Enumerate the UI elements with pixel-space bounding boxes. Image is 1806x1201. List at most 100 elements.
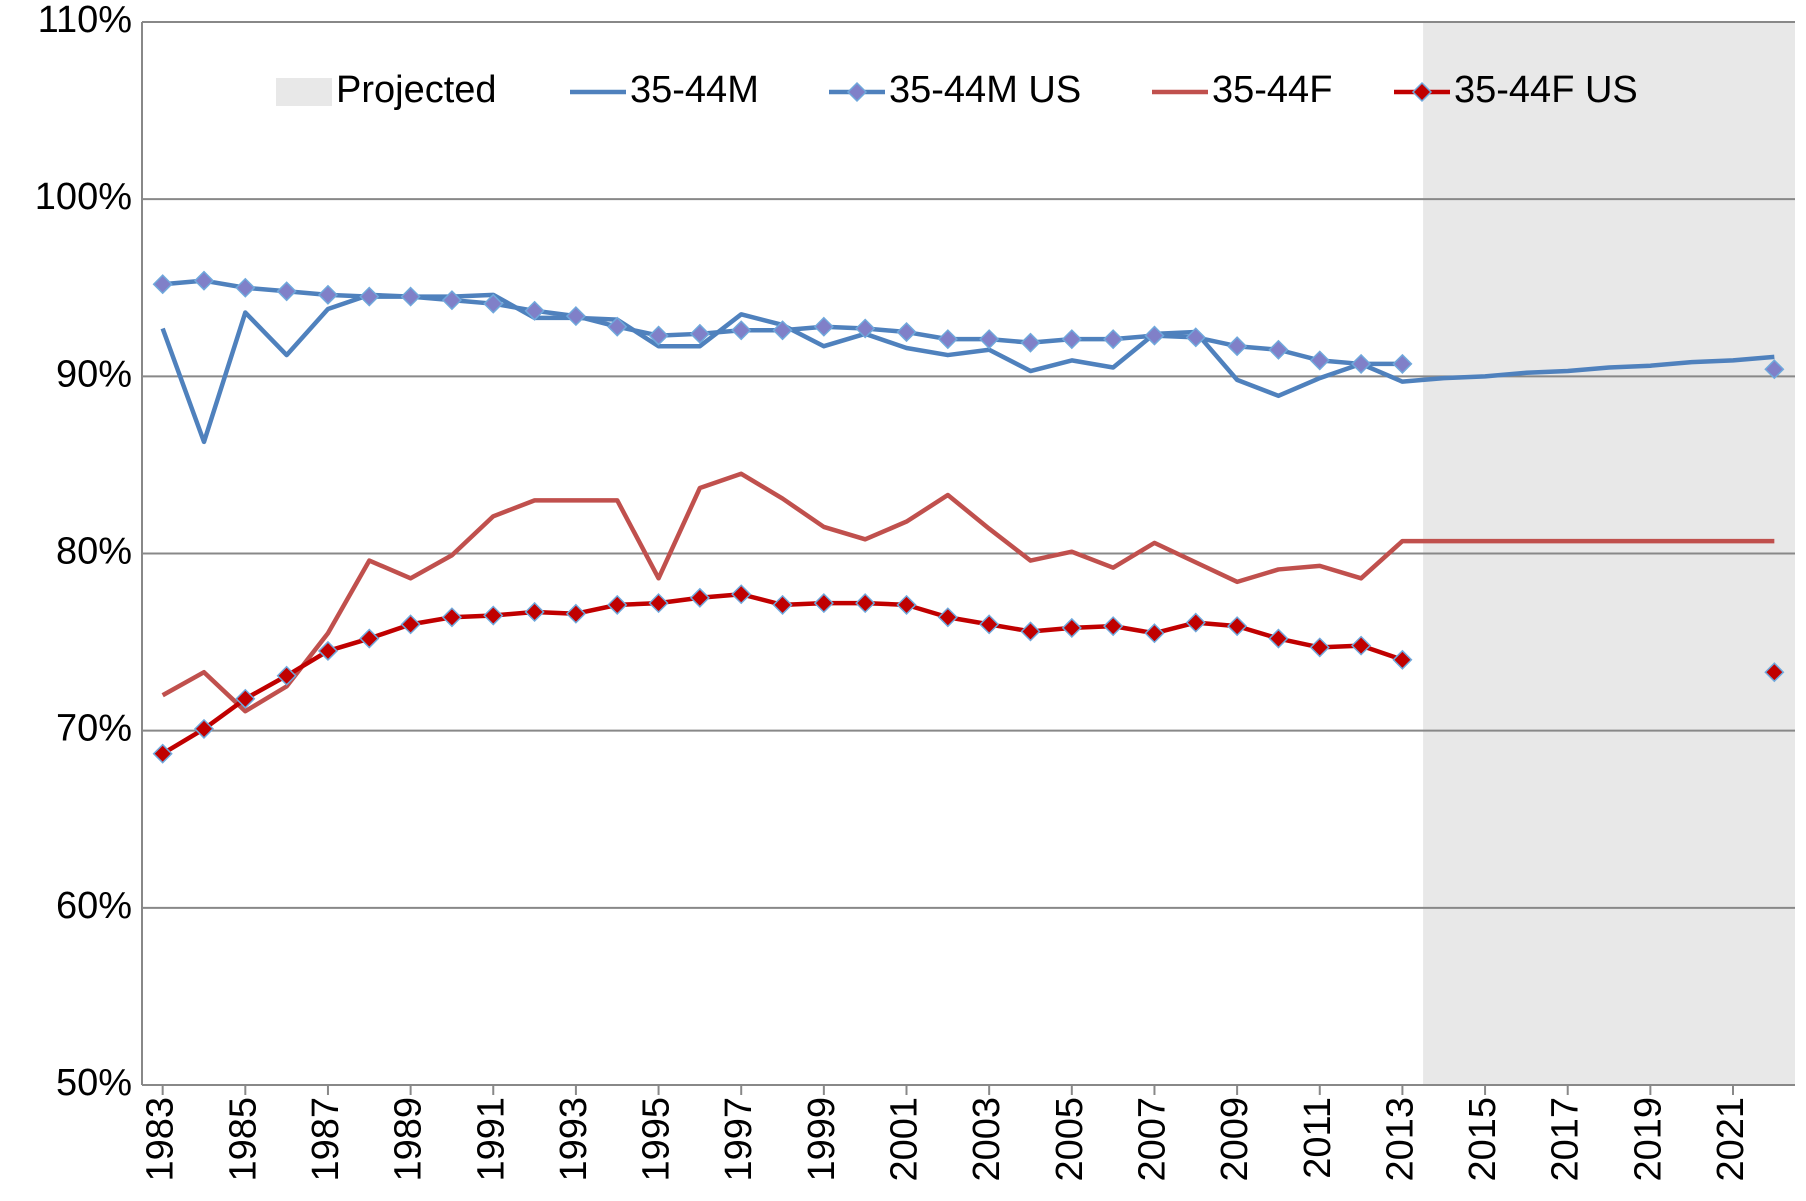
- marker: [235, 277, 256, 298]
- marker: [483, 293, 504, 314]
- marker: [979, 329, 1000, 350]
- marker: [1309, 350, 1330, 371]
- marker: [1103, 616, 1124, 637]
- series-line: [160, 292, 1775, 445]
- marker: [1268, 339, 1289, 360]
- marker: [400, 286, 421, 307]
- legend-marker: [846, 81, 868, 103]
- legend-label: 35-44M US: [889, 69, 1081, 111]
- marker: [813, 316, 834, 337]
- marker: [524, 300, 545, 321]
- marker: [1392, 353, 1413, 374]
- marker: [359, 286, 380, 307]
- marker: [937, 329, 958, 350]
- marker: [896, 321, 917, 343]
- marker: [276, 281, 297, 302]
- marker: [1309, 637, 1330, 658]
- legend-label: Projected: [336, 69, 497, 111]
- x-tick-label: 1991: [470, 1097, 512, 1182]
- legend-label: 35-44F: [1212, 69, 1332, 111]
- x-tick-label: 2001: [884, 1097, 926, 1182]
- y-tick-label: 100%: [35, 176, 132, 218]
- marker: [565, 603, 586, 624]
- legend-swatch: [276, 78, 332, 106]
- marker: [1061, 617, 1082, 638]
- marker: [648, 593, 669, 614]
- x-tick-label: 1985: [222, 1097, 264, 1182]
- marker: [689, 587, 710, 608]
- legend-label: 35-44M: [630, 69, 759, 111]
- marker: [979, 614, 1000, 635]
- y-tick-label: 90%: [56, 353, 132, 395]
- marker: [648, 325, 669, 346]
- marker: [896, 594, 917, 615]
- marker: [1144, 325, 1165, 346]
- x-tick-label: 2003: [966, 1097, 1008, 1182]
- legend-marker: [1411, 81, 1433, 103]
- legend-label: 35-44F US: [1454, 69, 1638, 111]
- marker: [193, 718, 215, 739]
- marker: [1351, 353, 1372, 374]
- marker: [607, 316, 628, 337]
- x-tick-label: 2005: [1049, 1097, 1091, 1182]
- marker: [772, 594, 793, 615]
- marker: [1268, 628, 1289, 649]
- marker: [772, 320, 793, 341]
- marker: [813, 593, 834, 614]
- x-tick-label: 2013: [1379, 1097, 1421, 1182]
- y-tick-label: 80%: [56, 531, 132, 573]
- marker: [1185, 327, 1206, 348]
- x-tick-label: 1999: [801, 1097, 843, 1182]
- marker: [855, 593, 876, 614]
- x-tick-label: 2017: [1545, 1097, 1587, 1182]
- marker: [1020, 621, 1041, 642]
- series-line: [161, 471, 1775, 714]
- marker: [193, 270, 215, 291]
- x-tick-label: 2021: [1710, 1097, 1752, 1182]
- x-tick-label: 1987: [305, 1097, 347, 1182]
- x-tick-label: 1989: [388, 1097, 430, 1182]
- marker: [855, 318, 876, 339]
- y-tick-label: 70%: [56, 708, 132, 750]
- marker: [1227, 616, 1248, 637]
- x-tick-label: 2019: [1627, 1097, 1669, 1182]
- marker: [152, 274, 173, 295]
- x-tick-label: 1993: [553, 1097, 595, 1182]
- marker: [607, 594, 628, 615]
- marker: [1020, 332, 1041, 353]
- x-tick-label: 2007: [1131, 1097, 1173, 1182]
- marker: [441, 607, 462, 628]
- marker: [1764, 359, 1785, 380]
- x-tick-label: 1997: [718, 1097, 760, 1182]
- marker: [937, 607, 958, 628]
- marker: [1061, 329, 1082, 350]
- marker: [1103, 329, 1124, 350]
- x-tick-label: 2011: [1297, 1097, 1339, 1179]
- marker: [400, 614, 421, 635]
- marker: [317, 284, 339, 305]
- marker: [441, 290, 462, 311]
- marker: [317, 640, 339, 662]
- y-tick-label: 60%: [56, 885, 132, 927]
- x-tick-label: 1995: [636, 1097, 678, 1182]
- marker: [524, 601, 545, 623]
- marker: [1144, 623, 1165, 644]
- marker: [235, 688, 256, 709]
- marker: [152, 743, 173, 764]
- marker: [1351, 635, 1372, 656]
- x-tick-label: 2015: [1462, 1097, 1504, 1182]
- x-tick-label: 2009: [1214, 1097, 1256, 1182]
- marker: [1185, 612, 1206, 633]
- x-tick-label: 1983: [140, 1097, 182, 1182]
- marker: [565, 306, 586, 327]
- marker: [359, 628, 380, 649]
- marker: [1764, 662, 1785, 683]
- marker: [689, 323, 710, 344]
- y-tick-label: 50%: [56, 1062, 132, 1104]
- marker: [731, 584, 752, 605]
- y-tick-label: 110%: [38, 0, 132, 41]
- marker: [731, 320, 752, 341]
- marker: [1227, 336, 1248, 357]
- marker: [1392, 649, 1413, 670]
